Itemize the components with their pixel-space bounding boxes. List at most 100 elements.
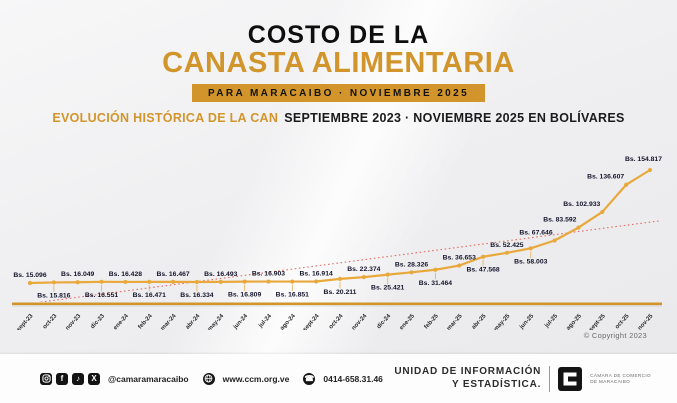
x-tick-label: dic-24	[376, 313, 393, 330]
value-label: Bs. 28.326	[395, 261, 428, 268]
data-point	[361, 275, 366, 280]
unit-name: UNIDAD DE INFORMACIÓN Y ESTADÍSTICA.	[394, 366, 541, 391]
x-tick-label: dic-23	[90, 313, 107, 330]
chart-subtitle: EVOLUCIÓN HISTÓRICA DE LA CAN SEPTIEMBRE …	[0, 111, 677, 125]
x-tick-label: ene-24	[113, 313, 131, 330]
x-axis-shadow	[12, 305, 662, 307]
data-point	[552, 238, 557, 243]
value-label: Bs. 58.003	[514, 258, 547, 265]
unit-name-line2: Y ESTADÍSTICA.	[452, 378, 542, 390]
data-point	[242, 279, 247, 284]
x-axis-line	[12, 302, 662, 306]
x-tick-label: ago-24	[279, 313, 297, 330]
data-point	[27, 280, 33, 286]
value-label: Bs. 154.817	[625, 156, 662, 163]
x-icon: X	[88, 372, 100, 385]
x-tick-label: feb-24	[137, 313, 154, 330]
data-point	[600, 209, 605, 215]
x-tick-label: jun-24	[232, 313, 249, 330]
value-label: Bs. 16.428	[109, 271, 142, 278]
footer-bar: f ♪ X @camaramaracaibo www.ccm.org.ve ☎ …	[0, 354, 677, 403]
footer-branding: UNIDAD DE INFORMACIÓN Y ESTADÍSTICA. CÁM…	[394, 365, 651, 392]
x-tick-label: abr-25	[471, 313, 488, 330]
can-series-line	[29, 169, 651, 285]
value-label: Bs. 136.607	[587, 174, 624, 181]
x-tick-label: nov-24	[351, 313, 369, 330]
subtitle-highlight: EVOLUCIÓN HISTÓRICA DE LA CAN	[52, 111, 279, 126]
data-point	[75, 280, 80, 285]
data-point	[433, 267, 438, 272]
ccm-caption-line2: DE MARACAIBO	[590, 378, 631, 384]
footer-contact: f ♪ X @camaramaracaibo www.ccm.org.ve ☎ …	[40, 372, 393, 385]
x-tick-label: may-25	[493, 313, 512, 330]
x-tick-label: ago-25	[566, 313, 584, 330]
value-label: Bs. 20.211	[324, 289, 357, 296]
data-point	[266, 279, 271, 284]
x-tick-label: nov-25	[637, 313, 655, 330]
data-point	[147, 279, 152, 284]
x-tick-label: nov-23	[65, 313, 83, 330]
value-label: Bs. 15.096	[13, 272, 46, 279]
ccm-logo-caption: CÁMARA DE COMERCIO DE MARACAIBO	[590, 373, 651, 385]
x-tick-label: feb-25	[424, 313, 441, 330]
phone-number: 0414-658.31.46	[323, 373, 383, 384]
data-point	[194, 279, 200, 285]
globe-icon	[202, 372, 215, 385]
data-point	[314, 279, 319, 284]
x-tick-label: jul-25	[543, 313, 559, 330]
value-label: Bs. 15.816	[37, 292, 70, 299]
x-tick-label: ene-25	[399, 313, 417, 330]
value-label: Bs. 47.568	[466, 267, 499, 274]
footer-divider	[549, 365, 551, 392]
data-point	[123, 279, 128, 285]
data-point	[504, 250, 510, 255]
value-label: Bs. 25.421	[371, 285, 404, 292]
trend-line	[37, 220, 660, 302]
phone-icon: ☎	[303, 372, 316, 385]
data-point	[218, 279, 223, 284]
data-point	[576, 225, 581, 230]
value-label: Bs. 16.551	[85, 292, 118, 299]
subtitle-range: SEPTIEMBRE 2023 · NOVIEMBRE 2025 EN BOLÍ…	[284, 111, 625, 126]
copyright-note: © Copyright 2023	[583, 331, 647, 340]
x-tick-label: sept-24	[302, 313, 321, 330]
ccm-caption-line1: CÁMARA DE COMERCIO	[590, 372, 651, 378]
data-point	[290, 279, 295, 284]
subtitle-banner: PARA MARACAIBO · NOVIEMBRE 2025	[191, 84, 486, 103]
x-tick-label: mar-25	[446, 313, 464, 330]
can-line-chart: Bs. 15.096 Bs. 15.816 Bs. 16.049 Bs. 16.551…	[12, 156, 662, 330]
data-point	[528, 246, 533, 251]
data-point	[409, 270, 414, 275]
x-tick-label: jun-25	[518, 313, 535, 330]
x-tick-label: oct-24	[328, 313, 345, 330]
x-tick-label: sept-23	[16, 313, 35, 330]
x-tick-label: jul-24	[257, 313, 273, 330]
data-point	[457, 263, 462, 268]
value-label: Bs. 16.851	[276, 292, 309, 299]
data-point	[385, 272, 390, 277]
value-label: Bs. 16.467	[156, 271, 189, 278]
value-label: Bs. 16.809	[228, 292, 261, 299]
x-tick-label: abr-24	[185, 313, 202, 330]
value-label: Bs. 102.933	[563, 201, 600, 208]
data-point	[337, 276, 343, 281]
x-tick-label: oct-25	[614, 313, 631, 330]
x-tick-label: oct-23	[42, 313, 59, 330]
value-label: Bs. 31.464	[419, 280, 452, 287]
value-label: Bs. 16.334	[180, 292, 213, 299]
value-label: Bs. 16.903	[252, 271, 285, 278]
title-line2: CANASTA ALIMENTARIA	[162, 47, 515, 80]
data-point	[99, 279, 104, 284]
data-point	[480, 254, 486, 259]
facebook-icon: f	[56, 372, 68, 385]
data-point	[170, 279, 176, 284]
ccm-logo	[558, 366, 583, 391]
value-label: Bs. 16.493	[204, 271, 237, 278]
x-tick-label: sept-25	[588, 313, 607, 330]
data-point	[647, 167, 653, 173]
value-label: Bs. 67.646	[519, 229, 552, 236]
value-label: Bs. 22.374	[347, 266, 380, 273]
title-line1: COSTO DE LA	[247, 21, 430, 49]
value-label: Bs. 83.592	[543, 217, 576, 224]
